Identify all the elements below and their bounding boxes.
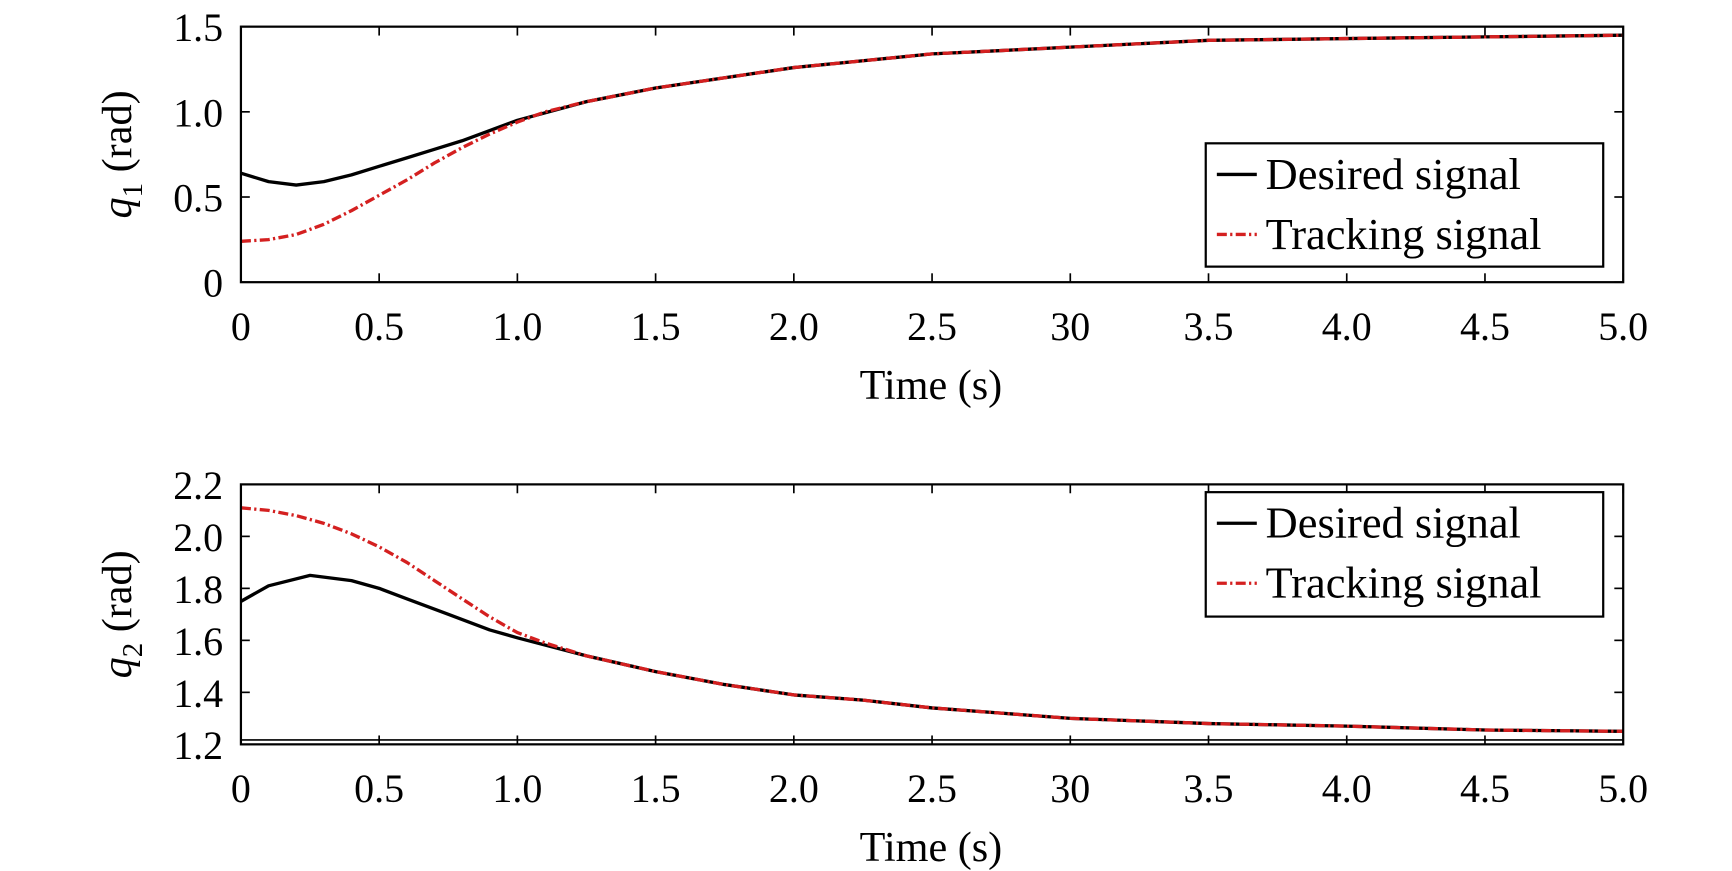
y-tick-label: 1.6 bbox=[173, 619, 223, 664]
x-tick-label: 1.5 bbox=[631, 304, 681, 349]
subplot-1: 0 0.5 1.0 1.5 2.0 2.5 30 3.5 4.0 4.5 5.0 0 0.5 1.0 1.5… bbox=[94, 5, 1648, 409]
x-tick-label: 4.5 bbox=[1460, 766, 1510, 811]
x-tick-label: 2.5 bbox=[907, 304, 957, 349]
x-tick-label: 5.0 bbox=[1598, 304, 1648, 349]
x-tick-label: 1.0 bbox=[492, 766, 542, 811]
series-line-desired-signal bbox=[240, 573, 1624, 734]
y-tick-label: 2.0 bbox=[173, 515, 223, 560]
x-tick-label: 0 bbox=[231, 304, 251, 349]
y-tick-label: 1.8 bbox=[173, 567, 223, 612]
y-tick-label: 0.5 bbox=[173, 175, 223, 220]
x-tick-label: 3.5 bbox=[1184, 304, 1234, 349]
x-tick-label: 2.0 bbox=[769, 766, 819, 811]
series-line-tracking-signal bbox=[240, 33, 1624, 243]
x-tick-label: 2.0 bbox=[769, 304, 819, 349]
x-tick-label: 0 bbox=[231, 766, 251, 811]
legend-label: Desired signal bbox=[1266, 149, 1521, 199]
y-axis-label-unit: (rad) bbox=[94, 550, 141, 643]
legend-label: Desired signal bbox=[1266, 498, 1521, 548]
y-axis-label-sub: 2 bbox=[117, 643, 149, 657]
y-axis-label-unit: (rad) bbox=[94, 90, 141, 183]
y-axis-label: q1 (rad) bbox=[94, 90, 149, 218]
x-tick-label: 5.0 bbox=[1598, 766, 1648, 811]
x-tick-label: 30 bbox=[1050, 304, 1090, 349]
y-tick-label: 1.0 bbox=[173, 90, 223, 135]
x-tick-label: 2.5 bbox=[907, 766, 957, 811]
series-line-tracking-signal bbox=[240, 506, 1624, 734]
x-tick-label: 30 bbox=[1050, 766, 1090, 811]
x-axis-label: Time (s) bbox=[860, 362, 1003, 409]
x-tick-label: 0.5 bbox=[354, 304, 404, 349]
x-tick-label: 1.5 bbox=[631, 766, 681, 811]
y-tick-label: 0 bbox=[203, 261, 223, 306]
y-tick-label: 2.2 bbox=[173, 463, 223, 508]
legend: Desired signal Tracking signal bbox=[1204, 142, 1605, 268]
y-tick-label: 1.5 bbox=[173, 5, 223, 50]
x-tick-label: 3.5 bbox=[1184, 766, 1234, 811]
legend-box bbox=[1204, 142, 1605, 268]
y-axis-label-var: q bbox=[94, 657, 141, 678]
y-axis-label: q2 (rad) bbox=[94, 550, 149, 678]
x-tick-label: 4.0 bbox=[1322, 304, 1372, 349]
y-axis-label-var: q bbox=[94, 197, 141, 218]
x-tick-label: 0.5 bbox=[354, 766, 404, 811]
legend-label: Tracking signal bbox=[1266, 558, 1542, 608]
legend-box bbox=[1204, 491, 1605, 618]
y-tick-label: 1.4 bbox=[173, 671, 223, 716]
legend-label: Tracking signal bbox=[1266, 209, 1542, 259]
subplot-2: 0 0.5 1.0 1.5 2.0 2.5 30 3.5 4.0 4.5 5.0 1.2 1.4 1.6 1… bbox=[94, 463, 1648, 871]
x-tick-label: 1.0 bbox=[492, 304, 542, 349]
y-tick-label: 1.2 bbox=[173, 723, 223, 768]
legend: Desired signal Tracking signal bbox=[1204, 491, 1605, 618]
x-axis-label: Time (s) bbox=[860, 824, 1003, 871]
y-axis-label-sub: 1 bbox=[117, 183, 149, 197]
x-tick-label: 4.5 bbox=[1460, 304, 1510, 349]
x-tick-label: 4.0 bbox=[1322, 766, 1372, 811]
